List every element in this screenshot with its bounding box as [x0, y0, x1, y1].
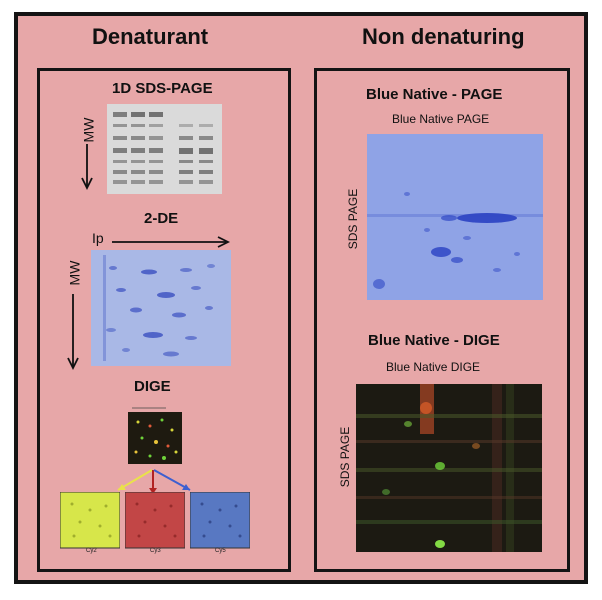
two-de-gel	[91, 250, 231, 366]
cy3-label: Cy3	[150, 548, 161, 554]
bn-dige-subtitle: Blue Native DIGE	[386, 360, 481, 374]
bn-page-subtitle: Blue Native PAGE	[392, 112, 490, 126]
sds-page-gel	[107, 104, 222, 194]
non-denaturing-title: Non denaturing	[362, 24, 525, 49]
two-de-title: 2-DE	[144, 210, 179, 227]
bn-page-gel	[367, 134, 543, 300]
dige-cy3-gel	[125, 492, 185, 549]
ip-arrow-icon	[112, 236, 231, 248]
two-de-ip-label: Ip	[92, 230, 104, 246]
two-de-mw-arrow-icon	[67, 294, 79, 371]
bn-page-sds-label: SDS PAGE	[346, 188, 361, 250]
dige-cy5-gel	[190, 492, 250, 549]
dige-channel-arrows-icon	[117, 469, 191, 494]
sds-mw-label: MW	[80, 117, 97, 143]
denaturant-title: Denaturant	[92, 24, 209, 49]
bn-dige-sds-label: SDS PAGE	[338, 426, 353, 488]
cy5-label: Cy5	[215, 548, 226, 554]
bn-dige-gel	[356, 384, 542, 552]
bn-dige-title: Blue Native - DIGE	[368, 332, 500, 349]
sds-page-title: 1D SDS-PAGE	[112, 80, 213, 97]
dige-title: DIGE	[134, 378, 171, 395]
bn-page-title: Blue Native - PAGE	[366, 86, 503, 103]
two-de-mw-label: MW	[66, 260, 83, 286]
cy2-label: Cy2	[86, 548, 97, 554]
dige-composite-gel	[128, 407, 182, 464]
sds-mw-arrow-icon	[81, 144, 93, 191]
dige-cy2-gel	[60, 492, 120, 549]
